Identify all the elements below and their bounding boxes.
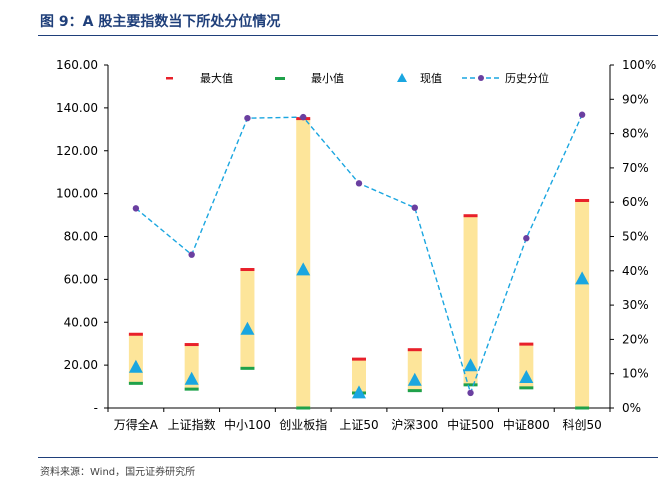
percentile-point [355,180,363,187]
max-marker [128,332,143,336]
percentile-line [135,114,583,396]
current-marker [296,262,311,276]
max-marker [463,214,478,218]
percentile-point [188,251,195,258]
x-category-label: 上证指数 [168,417,216,432]
legend-max-label: 最大值 [200,71,233,85]
max-marker [352,357,366,361]
title-rule [38,35,658,36]
max-marker [184,343,199,347]
right-tick-label: 70% [622,161,649,175]
right-tick-label: 100% [622,58,656,72]
max-marker [407,348,422,352]
legend-min-label: 最小值 [311,72,344,85]
current-marker [184,371,199,385]
right-tick-label: 60% [622,195,649,209]
left-tick-label: 60.00 [64,272,98,286]
left-tick-label: - [94,401,98,415]
range-bar [128,334,143,384]
min-marker [296,406,311,410]
min-marker [407,389,422,393]
x-category-label: 中证800 [503,417,550,432]
right-tick-label: 90% [622,92,649,106]
left-tick-label: 40.00 [64,315,98,329]
max-marker [575,198,590,202]
right-tick-label: 0% [622,401,641,415]
legend-current-label: 现值 [420,72,442,85]
right-tick-label: 80% [622,127,649,141]
legend-percentile-label: 历史分位 [505,71,549,85]
percentile-point [411,204,418,211]
current-marker [128,359,143,373]
left-tick-label: 140.00 [56,101,98,115]
x-category-label: 沪深300 [391,418,438,432]
current-marker [575,271,590,285]
right-tick-label: 30% [622,298,649,312]
current-marker [352,385,366,399]
max-marker [240,268,255,272]
min-marker [575,406,590,410]
percentile-point [467,389,474,397]
percentile-point [244,114,251,122]
current-marker [463,358,478,372]
x-category-label: 中小100 [224,417,271,432]
range-bar [184,344,199,390]
percentile-point [300,113,307,121]
min-marker [463,383,478,387]
right-tick-label: 20% [622,332,649,346]
x-category-label: 创业板指 [279,417,327,432]
x-category-label: 上证50 [339,418,378,432]
min-marker [240,366,255,370]
left-tick-label: 120.00 [56,144,98,158]
left-tick-label: 160.00 [56,58,98,72]
min-marker [184,387,199,391]
min-marker [128,381,143,385]
current-marker [240,321,255,335]
min-marker [519,386,534,390]
right-tick-label: 10% [622,367,649,381]
x-category-label: 万得全A [114,417,159,432]
footer-rule [38,457,658,458]
range-bar [575,200,590,408]
range-bar [240,269,255,369]
range-bar [463,215,478,385]
legend-current-swatch [397,73,407,82]
x-category-label: 中证500 [447,417,494,432]
current-marker [407,372,422,386]
left-tick-label: 20.00 [64,358,98,372]
percentile-point [523,235,530,242]
percentile-point [578,111,586,118]
range-bar [352,359,366,393]
max-marker [519,342,534,346]
chart-title: 图 9：A 股主要指数当下所处分位情况 [40,14,281,30]
source-note: 资料来源：Wind，国元证券研究所 [40,467,196,478]
percentile-point [132,205,140,212]
x-category-label: 科创50 [562,418,601,432]
left-tick-label: 100.00 [56,187,98,201]
legend-max-swatch [166,77,173,80]
right-tick-label: 40% [622,264,649,278]
right-tick-label: 50% [622,230,649,244]
legend-min-swatch [275,77,285,80]
left-tick-label: 80.00 [64,230,98,244]
legend-percentile-dot [478,75,484,81]
current-marker [519,369,534,383]
